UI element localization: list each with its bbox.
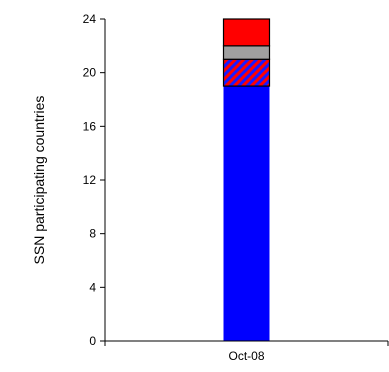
x-ticks: Oct-08 xyxy=(104,341,389,363)
y-tick-label: 4 xyxy=(89,280,96,294)
bars-layer xyxy=(222,18,271,341)
y-tick-label: 16 xyxy=(83,119,97,133)
y-tick-label: 12 xyxy=(83,173,97,187)
y-tick-label: 20 xyxy=(83,66,97,80)
x-tick-label: Oct-08 xyxy=(228,349,264,363)
y-axis-title: SSN participating countries xyxy=(31,96,47,265)
y-tick-label: 8 xyxy=(89,227,96,241)
bar-segment-4 xyxy=(222,18,271,47)
bar-segment-2 xyxy=(222,58,271,87)
bar-segment-1 xyxy=(223,86,270,341)
y-tick-label: 24 xyxy=(83,12,97,26)
bar-segment-3 xyxy=(222,45,271,60)
y-ticks: 0 4 8 12 16 20 24 xyxy=(83,12,105,348)
y-tick-label: 0 xyxy=(89,334,96,348)
